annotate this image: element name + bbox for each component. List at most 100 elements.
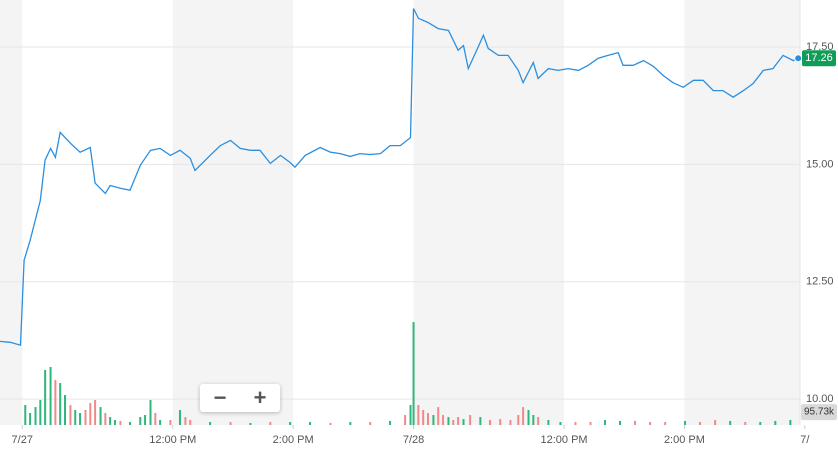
volume-bar (432, 415, 435, 425)
y-tick-label: 12.50 (806, 276, 834, 288)
x-tick-label: 2:00 PM (664, 434, 705, 446)
volume-bar (452, 420, 455, 425)
volume-bar (189, 420, 192, 425)
volume-bar (149, 400, 152, 425)
volume-bar (714, 420, 717, 425)
volume-bar (178, 410, 181, 425)
volume-bar (144, 415, 147, 425)
x-tick-label: 12:00 PM (149, 434, 196, 446)
volume-bar (479, 417, 482, 425)
x-tick-label: 12:00 PM (540, 434, 587, 446)
volume-bar (184, 417, 187, 425)
zoom-in-button[interactable]: + (253, 385, 267, 410)
volume-bar (537, 417, 540, 425)
volume-bar (457, 417, 460, 425)
volume-bar (369, 422, 372, 425)
volume-bar (79, 412, 82, 425)
volume-bar (509, 420, 512, 425)
volume-bar (249, 422, 252, 425)
volume-bar (64, 395, 67, 425)
volume-bar (159, 420, 162, 425)
volume-bar (442, 415, 445, 425)
volume-bar (209, 422, 212, 425)
volume-bar (684, 420, 687, 425)
volume-bar (522, 407, 525, 425)
y-tick-label: 15.00 (806, 158, 834, 170)
volume-bar (104, 412, 107, 425)
x-tick-label: 7/27 (12, 434, 33, 446)
volume-bar (447, 417, 450, 425)
y-tick-label: 17.50 (806, 41, 834, 53)
volume-bar (426, 412, 429, 425)
volume-bar (589, 422, 592, 425)
volume-bar (139, 417, 142, 425)
volume-bar (54, 380, 57, 425)
volume-bar (59, 383, 62, 425)
session-shade (0, 0, 23, 425)
volume-bar (619, 420, 622, 425)
volume-bar (74, 410, 77, 425)
volume-bar (574, 422, 577, 425)
volume-bar (789, 420, 792, 425)
volume-bar (422, 410, 425, 425)
volume-bar (269, 422, 272, 425)
x-tick-label: 2:00 PM (273, 434, 314, 446)
volume-bar (69, 405, 72, 425)
last-price-dot (794, 54, 803, 63)
zoom-controls: − + (200, 384, 280, 412)
volume-bar (774, 420, 777, 425)
volume-bar (329, 422, 332, 425)
volume-bar (289, 422, 292, 425)
volume-bar (469, 415, 472, 425)
volume-bar (603, 420, 606, 425)
volume-bar (417, 405, 420, 425)
volume-bar (113, 420, 116, 425)
volume-bar (404, 415, 407, 425)
volume-bar (169, 420, 172, 425)
volume-bar (39, 400, 42, 425)
volume-bar (229, 422, 232, 425)
volume-bar (532, 415, 535, 425)
price-line (0, 8, 799, 347)
volume-badge (801, 404, 837, 421)
volume-bar (49, 366, 52, 425)
volume-bar (34, 407, 37, 425)
session-shade (413, 0, 565, 425)
volume-bar (44, 369, 47, 425)
last-price-label: 17.26 (805, 52, 833, 64)
volume-bar (664, 422, 667, 425)
y-tick-label: 10.00 (806, 393, 834, 405)
session-shade (684, 0, 800, 425)
volume-bar (84, 410, 87, 425)
volume-bar (488, 420, 491, 425)
volume-bar (517, 415, 520, 425)
volume-bar (349, 422, 352, 425)
volume-bar (154, 412, 157, 425)
volume-bar (559, 422, 562, 425)
volume-bar (24, 405, 27, 425)
x-tick-label: 7/28 (403, 434, 424, 446)
volume-bar (649, 422, 652, 425)
zoom-out-button[interactable]: − (213, 385, 227, 410)
volume-bar (29, 412, 32, 425)
volume-bar (527, 410, 530, 425)
volume-bar (409, 405, 412, 425)
volume-bar (94, 400, 97, 425)
volume-bar (89, 403, 92, 425)
volume-bar (437, 407, 440, 425)
last-price-badge (802, 50, 836, 67)
volume-bar (109, 417, 112, 425)
x-tick-label: 7/ (800, 434, 810, 446)
volume-bar (499, 419, 502, 425)
volume-bar (699, 422, 702, 425)
volume-bar (729, 420, 732, 425)
session-shade (172, 0, 294, 425)
volume-bar (759, 422, 762, 425)
volume-bar (462, 419, 465, 425)
volume-bar (309, 422, 312, 425)
volume-bar (119, 420, 122, 425)
volume-bar (99, 407, 102, 425)
volume-bar (129, 422, 132, 425)
